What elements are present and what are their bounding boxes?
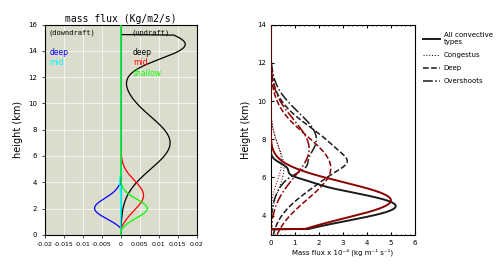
Y-axis label: Height (km): Height (km) xyxy=(241,100,251,159)
Y-axis label: height (km): height (km) xyxy=(13,101,23,158)
Text: (downdraft): (downdraft) xyxy=(48,30,95,36)
Legend: All convective
types, Congestus, Deep, Overshoots: All convective types, Congestus, Deep, O… xyxy=(423,32,492,84)
Text: shallow: shallow xyxy=(133,69,162,78)
Text: deep: deep xyxy=(133,48,152,57)
Text: mid: mid xyxy=(133,58,148,67)
Text: deep: deep xyxy=(50,48,68,57)
Title: mass flux (Kg/m2/s): mass flux (Kg/m2/s) xyxy=(65,14,176,24)
Text: (updraft): (updraft) xyxy=(132,30,170,36)
X-axis label: Mass flux x 10⁻⁴ (kg m⁻¹ s⁻¹): Mass flux x 10⁻⁴ (kg m⁻¹ s⁻¹) xyxy=(292,248,394,256)
Text: mid: mid xyxy=(50,58,64,67)
